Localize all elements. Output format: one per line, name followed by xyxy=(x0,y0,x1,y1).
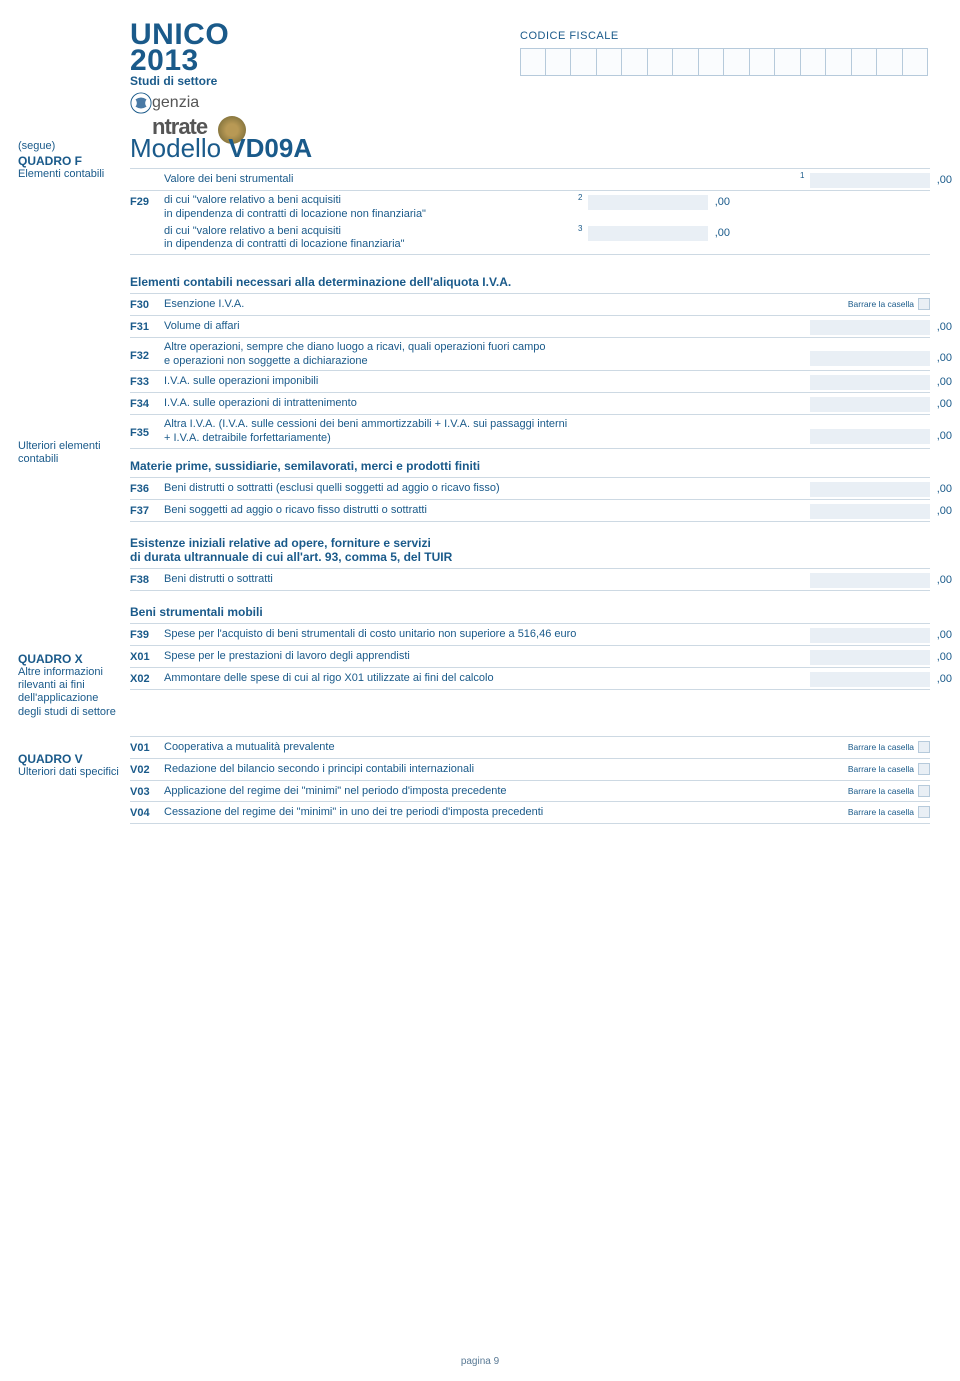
row-v02: V02 Redazione del bilancio secondo i pri… xyxy=(130,759,930,781)
agenzia-entrate-logo: genzia ntrate xyxy=(130,92,300,127)
row-v01: V01 Cooperativa a mutualità prevalente B… xyxy=(130,736,930,759)
x02-amount[interactable]: ,00 xyxy=(810,672,930,687)
form-year: 2013 xyxy=(130,44,199,78)
row-x01: X01 Spese per le prestazioni di lavoro d… xyxy=(130,646,930,668)
row-f31: F31 Volume di affari ,00 xyxy=(130,316,930,338)
heading-esistenze-1: Esistenze iniziali relative ad opere, fo… xyxy=(130,522,930,550)
f36-amount[interactable]: ,00 xyxy=(810,482,930,497)
v04-checkbox[interactable] xyxy=(918,806,930,818)
row-f35: F35 Altra I.V.A. (I.V.A. sulle cessioni … xyxy=(130,415,930,449)
page: CODICE FISCALE UNICO 2013 Studi di setto… xyxy=(0,0,960,18)
model-title: Modello VD09A xyxy=(130,133,312,164)
codice-fiscale-label: CODICE FISCALE xyxy=(520,30,619,42)
sidebar-quadro-v: QUADRO V Ulteriori dati specifici xyxy=(18,750,122,779)
heading-iva: Elementi contabili necessari alla determ… xyxy=(130,269,930,294)
f31-amount[interactable]: ,00 xyxy=(810,320,930,335)
f37-amount[interactable]: ,00 xyxy=(810,504,930,519)
main-content: Valore dei beni strumentali 1 ,00 F29 di… xyxy=(130,168,930,824)
heading-beni: Beni strumentali mobili xyxy=(130,591,930,623)
f29-amount-3[interactable]: 3 ,00 xyxy=(588,226,708,241)
x01-amount[interactable]: ,00 xyxy=(810,650,930,665)
f39-amount[interactable]: ,00 xyxy=(810,628,930,643)
codice-fiscale-boxes[interactable] xyxy=(520,48,928,76)
sidebar-quadro-x: QUADRO X Altre informazioni rilevanti ai… xyxy=(18,650,122,719)
f35-amount[interactable]: ,00 xyxy=(810,429,930,444)
f32-amount[interactable]: ,00 xyxy=(810,351,930,366)
row-f39: F39 Spese per l'acquisto di beni strumen… xyxy=(130,623,930,646)
agenzia-e-icon xyxy=(130,92,152,114)
row-f29-2: F29 di cui "valore relativo a beni acqui… xyxy=(130,191,930,222)
row-f29-1: Valore dei beni strumentali 1 ,00 xyxy=(130,168,930,191)
f34-amount[interactable]: ,00 xyxy=(810,397,930,412)
row-f34: F34 I.V.A. sulle operazioni di intratten… xyxy=(130,393,930,415)
row-f37: F37 Beni soggetti ad aggio o ricavo fiss… xyxy=(130,500,930,522)
sidebar-quadro-f: (segue) QUADRO F Elementi contabili xyxy=(18,140,122,181)
row-f29-3: di cui "valore relativo a beni acquisiti… xyxy=(130,222,930,256)
studi-label: Studi di settore xyxy=(130,74,217,88)
v03-checkbox[interactable] xyxy=(918,785,930,797)
row-f38: F38 Beni distrutti o sottratti ,00 xyxy=(130,568,930,591)
row-v04: V04 Cessazione del regime dei "minimi" i… xyxy=(130,802,930,824)
v02-checkbox[interactable] xyxy=(918,763,930,775)
row-f33: F33 I.V.A. sulle operazioni imponibili ,… xyxy=(130,371,930,393)
row-f32: F32 Altre operazioni, sempre che diano l… xyxy=(130,338,930,372)
sidebar-ulteriori: Ulteriori elementi contabili xyxy=(18,440,122,466)
row-v03: V03 Applicazione del regime dei "minimi"… xyxy=(130,781,930,803)
heading-materie: Materie prime, sussidiarie, semilavorati… xyxy=(130,449,930,477)
row-x02: X02 Ammontare delle spese di cui al rigo… xyxy=(130,668,930,690)
f33-amount[interactable]: ,00 xyxy=(810,375,930,390)
heading-esistenze-2: di durata ultrannuale di cui all'art. 93… xyxy=(130,550,930,568)
f29-amount-2[interactable]: 2 ,00 xyxy=(588,195,708,210)
page-number: pagina 9 xyxy=(0,1356,960,1367)
f38-amount[interactable]: ,00 xyxy=(810,573,930,588)
f29-amount-1[interactable]: 1 ,00 xyxy=(810,173,930,188)
row-f36: F36 Beni distrutti o sottratti (esclusi … xyxy=(130,477,930,500)
f30-checkbox[interactable] xyxy=(918,298,930,310)
row-f30: F30 Esenzione I.V.A. Barrare la casella xyxy=(130,294,930,316)
v01-checkbox[interactable] xyxy=(918,741,930,753)
